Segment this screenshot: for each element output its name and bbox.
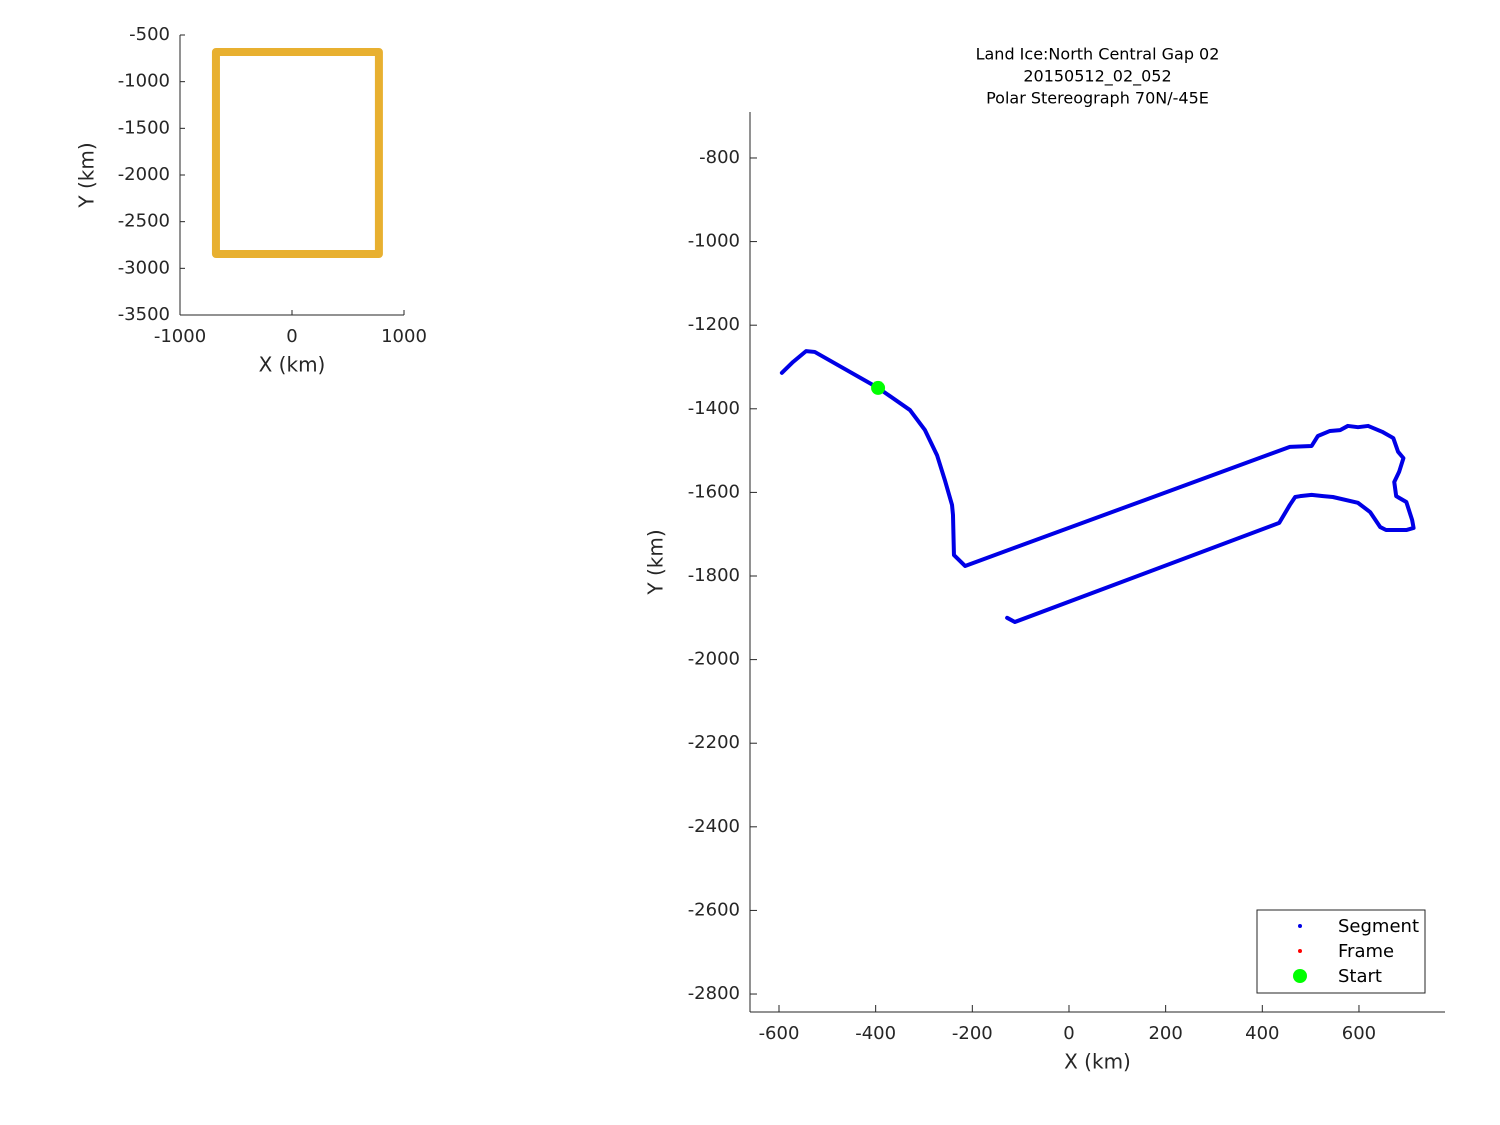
x-tick-label: -600: [759, 1023, 800, 1044]
y-tick-label: -1600: [688, 481, 740, 502]
legend-label: Segment: [1338, 916, 1419, 937]
y-tick-label: -2200: [688, 732, 740, 753]
x-tick-label: 200: [1148, 1023, 1182, 1044]
legend-label: Start: [1338, 966, 1382, 987]
y-tick-label: -2400: [688, 816, 740, 837]
x-tick-label: -400: [855, 1023, 896, 1044]
y-tick-label: -1500: [118, 117, 170, 138]
start-marker: [871, 380, 886, 395]
y-axis-label: Y (km): [644, 529, 668, 595]
x-axis-label: X (km): [259, 353, 326, 377]
y-tick-label: -2600: [688, 899, 740, 920]
legend-marker: [1298, 949, 1302, 953]
x-tick-label: -1000: [154, 326, 206, 347]
y-tick-label: -1000: [118, 71, 170, 92]
y-tick-label: -2800: [688, 983, 740, 1004]
y-tick-label: -2000: [688, 649, 740, 670]
chart-title: Land Ice:North Central Gap 02: [976, 45, 1220, 64]
x-tick-label: 600: [1342, 1023, 1376, 1044]
data-line: [779, 349, 1416, 624]
legend-box: [1256, 909, 1426, 994]
chart-title: 20150512_02_052: [1023, 67, 1171, 87]
y-tick-label: -1200: [688, 314, 740, 335]
x-tick-label: 1000: [381, 326, 427, 347]
x-tick-label: -200: [952, 1023, 993, 1044]
legend-marker: [1293, 969, 1307, 983]
y-tick-label: -3500: [118, 304, 170, 325]
y-axis-label: Y (km): [75, 142, 99, 208]
x-tick-label: 400: [1245, 1023, 1279, 1044]
y-tick-label: -500: [129, 24, 170, 45]
y-tick-label: -2000: [118, 164, 170, 185]
legend-label: Frame: [1338, 941, 1394, 962]
y-tick-label: -1000: [688, 231, 740, 252]
y-tick-label: -3000: [118, 257, 170, 278]
x-axis-label: X (km): [1064, 1050, 1131, 1074]
y-tick-label: -1800: [688, 565, 740, 586]
x-tick-label: 0: [286, 326, 297, 347]
y-tick-label: -1400: [688, 398, 740, 419]
data-line: [211, 47, 383, 259]
x-tick-label: 0: [1063, 1023, 1074, 1044]
legend-marker: [1298, 924, 1302, 928]
y-tick-label: -800: [699, 147, 740, 168]
y-tick-label: -2500: [118, 211, 170, 232]
chart-title: Polar Stereograph 70N/-45E: [986, 89, 1209, 108]
